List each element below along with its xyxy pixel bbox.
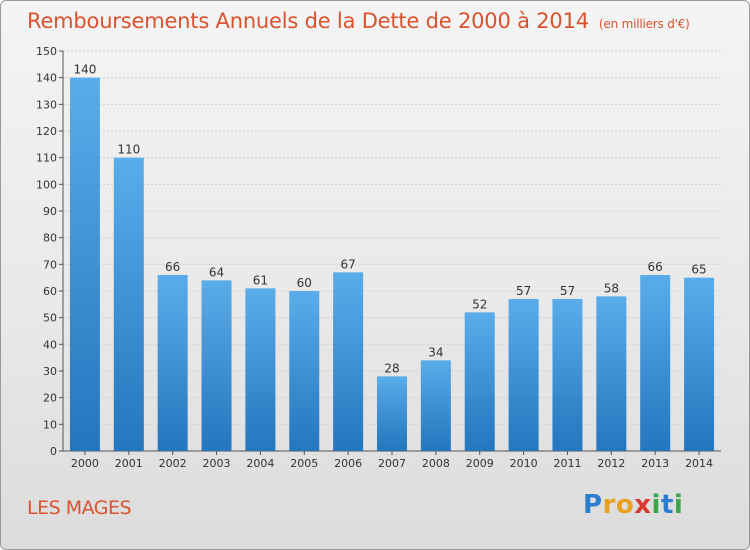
bar-value-label: 110 — [117, 143, 140, 157]
bar — [508, 299, 539, 451]
y-tick-label: 130 — [36, 98, 57, 111]
bar-value-label: 66 — [165, 260, 180, 274]
logo-letter: r — [602, 490, 616, 520]
commune-name: LES MAGES — [27, 497, 132, 519]
bar — [377, 376, 407, 451]
logo-letter: i — [651, 490, 661, 520]
x-tick-label: 2005 — [290, 457, 318, 470]
bar — [640, 275, 671, 451]
bar — [201, 280, 232, 451]
y-tick-label: 80 — [43, 232, 57, 245]
x-tick-label: 2012 — [597, 457, 625, 470]
logo-letter: P — [583, 490, 603, 520]
y-tick-label: 100 — [36, 178, 57, 191]
logo-letter: o — [615, 490, 635, 520]
bar — [420, 360, 451, 451]
y-tick-label: 120 — [36, 125, 57, 138]
chart-unit: (en milliers d'€) — [598, 17, 690, 31]
x-tick-label: 2006 — [334, 457, 362, 470]
bar-value-label: 34 — [428, 345, 443, 359]
y-tick-label: 140 — [36, 72, 57, 85]
bar-value-label: 58 — [604, 281, 619, 295]
bar-value-label: 52 — [472, 297, 487, 311]
bar-value-label: 57 — [516, 284, 531, 298]
y-tick-label: 10 — [43, 418, 57, 431]
bar — [684, 277, 715, 451]
x-tick-label: 2010 — [510, 457, 538, 470]
y-tick-label: 50 — [43, 312, 57, 325]
bar — [464, 312, 495, 451]
x-tick-label: 2014 — [685, 457, 713, 470]
bar — [157, 275, 188, 451]
x-tick-label: 2007 — [378, 457, 406, 470]
logo-letter: x — [634, 490, 652, 520]
bar-value-label: 57 — [560, 284, 575, 298]
chart-title: Remboursements Annuels de la Dette de 20… — [27, 9, 690, 33]
bar — [245, 288, 276, 451]
y-tick-label: 30 — [43, 365, 57, 378]
bar-value-label: 65 — [691, 263, 706, 277]
x-tick-label: 2008 — [422, 457, 450, 470]
bar-value-label: 28 — [384, 361, 399, 375]
y-tick-label: 0 — [50, 445, 57, 458]
x-tick-label: 2003 — [203, 457, 231, 470]
x-tick-label: 2013 — [641, 457, 669, 470]
y-tick-label: 90 — [43, 205, 57, 218]
y-tick-label: 20 — [43, 392, 57, 405]
y-tick-label: 40 — [43, 338, 57, 351]
x-tick-label: 2009 — [466, 457, 494, 470]
bar-value-label: 64 — [209, 265, 224, 279]
title-text: Remboursements Annuels de la Dette de 20… — [27, 9, 589, 33]
bar — [552, 299, 583, 451]
x-tick-label: 2001 — [115, 457, 143, 470]
bar-value-label: 66 — [648, 260, 663, 274]
x-tick-label: 2002 — [159, 457, 187, 470]
bar-value-label: 140 — [73, 63, 96, 77]
logo-letter: t — [660, 490, 674, 520]
x-tick-label: 2004 — [246, 457, 274, 470]
bar — [333, 272, 364, 451]
x-tick-label: 2011 — [553, 457, 581, 470]
bar-value-label: 60 — [297, 276, 312, 290]
logo-letter: i — [673, 490, 684, 520]
bar — [596, 296, 627, 451]
x-tick-label: 2000 — [71, 457, 99, 470]
bar — [289, 291, 320, 451]
bar — [113, 157, 144, 451]
bar — [69, 77, 100, 452]
proxiti-logo[interactable]: Proxiti — [583, 490, 683, 520]
bar-value-label: 67 — [340, 257, 355, 271]
y-tick-label: 110 — [36, 152, 57, 165]
y-tick-label: 60 — [43, 285, 57, 298]
y-tick-label: 70 — [43, 258, 57, 271]
bar-value-label: 61 — [253, 273, 268, 287]
y-tick-label: 150 — [36, 45, 57, 58]
